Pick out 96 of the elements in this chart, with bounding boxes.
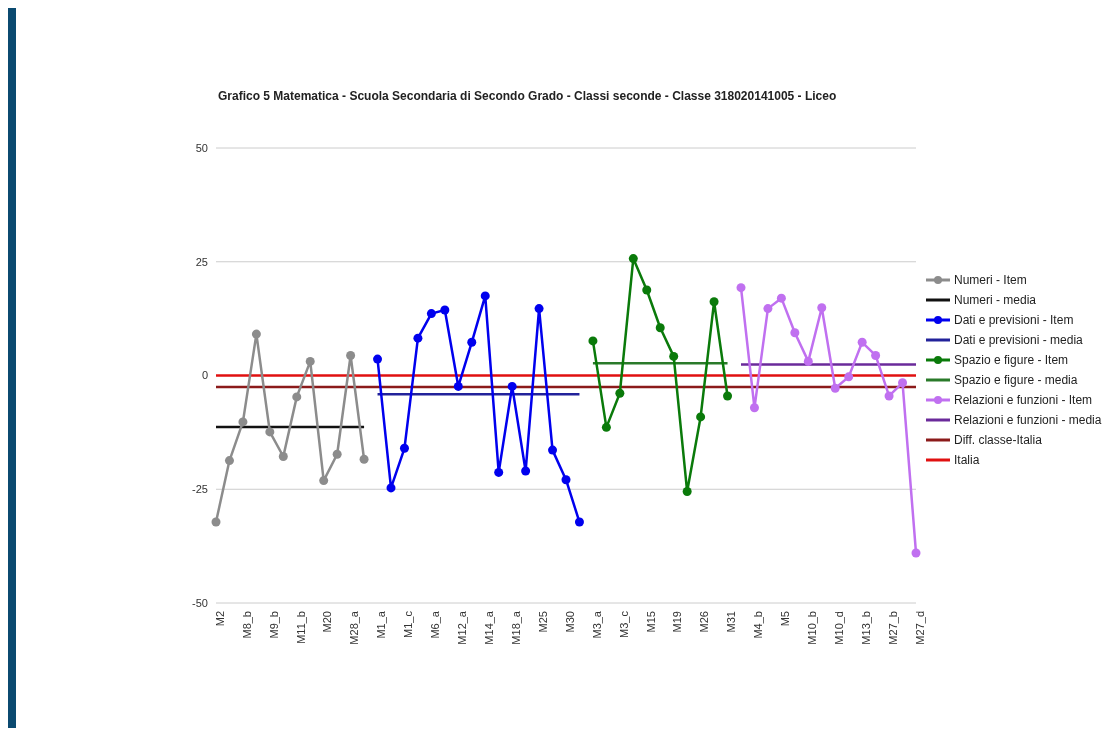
point [709, 297, 719, 307]
point [386, 483, 396, 493]
point [736, 283, 746, 293]
legend-label: Spazio e figure - media [954, 373, 1078, 387]
x-tick-label: M4_b [752, 611, 765, 639]
point [817, 303, 827, 313]
point [655, 323, 665, 333]
x-tick-label: M9_b [267, 611, 280, 639]
x-tick-label: M20 [321, 611, 334, 633]
x-tick-label: M1_a [375, 610, 388, 639]
legend-label: Dati e previsioni - Item [954, 313, 1074, 327]
point [534, 304, 544, 314]
point [574, 517, 584, 527]
x-tick-label: M12_a [456, 610, 469, 645]
legend-label: Numeri - media [954, 293, 1037, 307]
x-tick-label: M1_c [402, 610, 415, 638]
x-tick-label: M13_b [859, 611, 872, 645]
point [884, 391, 894, 401]
x-tick-label: M25 [536, 611, 549, 633]
point [871, 350, 881, 360]
legend-label: Relazioni e funzioni - Item [954, 393, 1093, 407]
point [548, 445, 558, 455]
point [844, 372, 854, 382]
point [642, 285, 652, 295]
x-tick-label: M3_a [590, 610, 603, 639]
point [224, 456, 234, 466]
y-tick-label: 25 [195, 255, 208, 268]
x-tick-label: M27_b [886, 611, 899, 645]
point [480, 291, 490, 301]
legend-label: Numeri - Item [954, 273, 1027, 287]
point [615, 388, 625, 398]
x-tick-label: M3_c [617, 610, 630, 638]
point [413, 333, 423, 343]
point [696, 412, 706, 422]
point [682, 487, 692, 497]
point [359, 454, 369, 464]
point [265, 427, 275, 437]
point [305, 356, 315, 366]
point [898, 378, 908, 388]
y-tick-label: -25 [192, 483, 208, 496]
legend-label: Relazioni e funzioni - media [954, 413, 1102, 427]
point [911, 548, 921, 558]
x-tick-label: M14_a [483, 610, 496, 645]
point [857, 337, 867, 347]
point [278, 451, 288, 461]
chart-title: Grafico 5 Matematica - Scuola Secondaria di Secondo Grado - Classi seconde - Classe 318020141005 - Liceo [218, 88, 838, 105]
x-tick-label: M10_d [833, 611, 846, 645]
x-tick-label: M19 [671, 611, 684, 633]
point [521, 466, 531, 476]
x-tick-label: M11_b [294, 611, 307, 644]
point [426, 309, 436, 319]
point [601, 422, 611, 432]
point [763, 304, 773, 314]
point [332, 449, 342, 459]
point [292, 392, 302, 402]
point [373, 354, 383, 364]
x-tick-label: M27_d [913, 611, 926, 645]
x-tick-label: M26 [698, 611, 711, 633]
y-tick-label: 50 [195, 141, 208, 154]
point [507, 381, 517, 391]
x-tick-label: M30 [563, 611, 576, 633]
legend-label: Diff. classe-Italia [954, 433, 1042, 447]
point [211, 517, 221, 527]
point [749, 403, 759, 413]
x-tick-label: M28_a [348, 610, 361, 645]
point [251, 329, 261, 339]
point [453, 381, 463, 391]
x-tick-label: M6_a [429, 610, 442, 639]
point [494, 467, 504, 477]
point [346, 350, 356, 360]
legend-label: Spazio e figure - Item [954, 353, 1069, 367]
x-tick-label: M8_b [240, 611, 253, 639]
point [628, 254, 638, 264]
point [467, 337, 477, 347]
x-tick-label: M15 [644, 611, 657, 633]
x-tick-label: M18_a [509, 610, 522, 645]
point [790, 328, 800, 338]
x-tick-label: M2 [213, 611, 226, 627]
legend-label: Dati e previsioni - media [954, 333, 1083, 347]
point [803, 356, 813, 366]
point [238, 417, 248, 427]
point [776, 293, 786, 303]
x-tick-label: M5 [779, 611, 792, 627]
legend-label: Italia [954, 453, 980, 467]
x-tick-label: M10_b [806, 611, 819, 645]
y-tick-label: -50 [192, 596, 208, 609]
point [830, 383, 840, 393]
point [399, 443, 409, 453]
point [319, 476, 329, 486]
point [588, 336, 598, 346]
point [723, 391, 733, 401]
y-tick-label: 0 [201, 369, 208, 382]
point [669, 351, 679, 361]
point [440, 305, 450, 315]
x-tick-label: M31 [725, 611, 738, 633]
point [561, 475, 571, 485]
